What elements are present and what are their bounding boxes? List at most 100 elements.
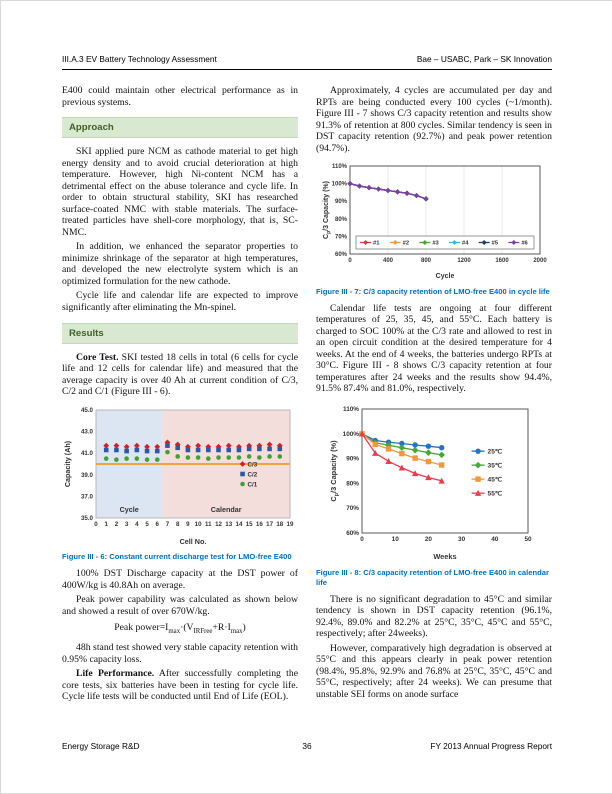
figure-caption: Figure III - 8: C/3 capacity retention o… — [316, 567, 549, 587]
paragraph: In addition, we enhanced the separator p… — [62, 241, 298, 287]
svg-text:35℃: 35℃ — [488, 461, 503, 469]
svg-text:12: 12 — [215, 521, 222, 528]
figure: 0 1 2 3 4 5 6 7 8 9 10 11 12 13 14 15 16 17 18 19 35.0 37.0 39… — [62, 404, 298, 550]
paragraph: E400 could maintain other electrical per… — [62, 85, 298, 108]
svg-text:70%: 70% — [335, 235, 348, 241]
svg-text:100%: 100% — [343, 431, 360, 438]
svg-text:1600: 1600 — [495, 258, 509, 264]
svg-text:0: 0 — [94, 521, 98, 528]
footer-left: Energy Storage R&D — [62, 741, 140, 751]
running-footer: Energy Storage R&D 36 FY 2013 Annual Pro… — [62, 741, 552, 751]
svg-text:80%: 80% — [346, 480, 359, 487]
svg-text:30: 30 — [458, 536, 466, 543]
svg-text:110%: 110% — [332, 164, 348, 170]
paragraph: Core Test. SKI tested 18 cells in total … — [62, 351, 298, 398]
svg-text:2: 2 — [115, 521, 119, 528]
svg-text:400: 400 — [383, 258, 394, 264]
svg-text:43.0: 43.0 — [81, 428, 94, 435]
svg-text:13: 13 — [225, 521, 232, 528]
run-in-heading: Life Performance. — [76, 668, 155, 680]
svg-text:#2: #2 — [403, 241, 409, 247]
peak-power-formula: Peak power=Imax·(VIRFree+R·Imax) — [114, 622, 246, 636]
svg-text:41.0: 41.0 — [81, 450, 94, 457]
svg-text:50: 50 — [524, 536, 532, 543]
header-left: III.A.3 EV Battery Technology Assessment — [62, 54, 217, 64]
paragraph: Calendar life tests are ongoing at four … — [316, 302, 552, 395]
figure-iii-8-chart: 0 10 20 30 40 50 60% 70% 80% 90% 100% 110% Weeks Cp​/… — [329, 406, 532, 561]
svg-text:90%: 90% — [346, 456, 359, 463]
svg-text:90%: 90% — [335, 199, 348, 205]
svg-text:2000: 2000 — [533, 258, 547, 264]
svg-text:Cycle: Cycle — [436, 273, 455, 280]
svg-text:Calendar: Calendar — [211, 505, 242, 514]
paragraph: SKI applied pure NCM as cathode material… — [62, 146, 298, 238]
svg-text:#4: #4 — [462, 241, 469, 247]
svg-text:20: 20 — [425, 536, 433, 543]
svg-text:100%: 100% — [332, 182, 348, 188]
svg-text:15: 15 — [246, 521, 253, 528]
svg-text:Cp​/3 Capacity (%): Cp​/3 Capacity (%) — [323, 181, 332, 239]
svg-text:Cell No.: Cell No. — [180, 537, 207, 546]
paragraph: 48h stand test showed very stable capaci… — [62, 642, 298, 665]
figure: 0 400 800 1200 1600 2000 60% 70% 80% 90% 100% 110% C… — [316, 160, 552, 284]
svg-text:10: 10 — [392, 536, 400, 543]
svg-text:70%: 70% — [346, 505, 359, 512]
paragraph: Peak power capability was calculated as … — [62, 594, 298, 617]
svg-text:37.0: 37.0 — [81, 493, 94, 500]
svg-text:18: 18 — [276, 521, 283, 528]
svg-text:110%: 110% — [343, 406, 359, 413]
figure-iii-7-chart: 0 400 800 1200 1600 2000 60% 70% 80% 90% 100% 110% C… — [323, 164, 547, 280]
paragraph: Cycle life and calendar life are expecte… — [62, 290, 298, 313]
figure: 0 10 20 30 40 50 60% 70% 80% 90% 100% 110% Weeks Cp​/… — [316, 401, 552, 565]
section-heading: Results — [62, 322, 298, 344]
svg-text:16: 16 — [256, 521, 263, 528]
svg-text:80%: 80% — [335, 217, 348, 223]
svg-text:5: 5 — [145, 521, 149, 528]
header-right: Bae – USABC, Park – SK Innovation — [416, 54, 552, 64]
svg-text:40: 40 — [491, 536, 499, 543]
footer-right: FY 2013 Annual Progress Report — [430, 741, 552, 751]
section-heading: Approach — [62, 117, 298, 139]
svg-text:#3: #3 — [432, 241, 439, 247]
paragraph: 100% DST Discharge capacity at the DST p… — [62, 568, 298, 591]
svg-text:1: 1 — [104, 521, 108, 528]
paragraph: However, comparatively high degradation … — [316, 642, 552, 700]
figure-caption: Figure III - 7: C/3 capacity retention o… — [316, 286, 550, 296]
svg-text:39.0: 39.0 — [81, 471, 94, 478]
right-column: Approximately, 4 cycles are accumulated … — [316, 85, 552, 703]
paragraph: Life Performance. After successfully com… — [62, 668, 298, 703]
svg-text:45℃: 45℃ — [488, 475, 503, 483]
paragraph: There is no significant degradation to 4… — [316, 593, 552, 640]
svg-text:45.0: 45.0 — [81, 407, 94, 414]
run-in-heading: Core Test. — [76, 351, 119, 363]
svg-text:6: 6 — [156, 521, 160, 528]
svg-text:4: 4 — [135, 521, 139, 528]
svg-text:0: 0 — [360, 536, 364, 543]
left-column: E400 could maintain other electrical per… — [62, 85, 298, 706]
svg-text:19: 19 — [287, 521, 294, 528]
svg-text:8: 8 — [176, 521, 180, 528]
svg-text:0: 0 — [348, 258, 352, 264]
svg-text:#5: #5 — [492, 241, 499, 247]
svg-text:17: 17 — [266, 521, 273, 528]
svg-text:C/1: C/1 — [248, 481, 258, 488]
svg-text:C/2: C/2 — [248, 471, 258, 478]
svg-text:1200: 1200 — [457, 258, 471, 264]
svg-text:800: 800 — [421, 258, 432, 264]
figure-caption: Figure III - 6: Constant current dischar… — [62, 552, 292, 562]
svg-text:Weeks: Weeks — [433, 552, 456, 561]
page-number: 36 — [302, 741, 312, 751]
svg-text:60%: 60% — [346, 530, 359, 537]
svg-text:55℃: 55℃ — [488, 489, 503, 497]
svg-text:9: 9 — [186, 521, 190, 528]
svg-text:10: 10 — [195, 521, 202, 528]
svg-text:Cp​/3 Capacity (%): Cp​/3 Capacity (%) — [329, 440, 340, 502]
running-header: III.A.3 EV Battery Technology Assessment… — [62, 54, 552, 70]
svg-text:14: 14 — [236, 521, 243, 528]
svg-text:C/3: C/3 — [248, 461, 258, 468]
svg-text:60%: 60% — [335, 252, 348, 258]
svg-text:7: 7 — [166, 521, 170, 528]
svg-text:Cycle: Cycle — [120, 505, 139, 514]
svg-text:3: 3 — [125, 521, 129, 528]
